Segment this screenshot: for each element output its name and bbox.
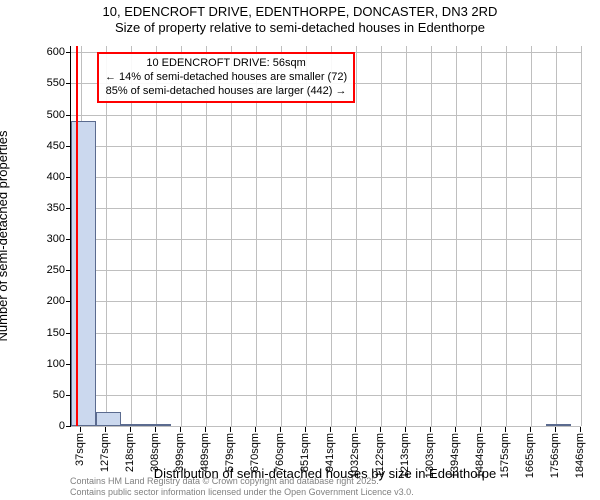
x-tick-mark (105, 427, 106, 432)
annotation-box: 10 EDENCROFT DRIVE: 56sqm ← 14% of semi-d… (97, 52, 355, 103)
gridline-horizontal (71, 239, 581, 240)
x-tick-label: 37sqm (74, 433, 86, 466)
x-tick-mark (230, 427, 231, 432)
y-tick-label: 350 (25, 202, 65, 214)
gridline-horizontal (71, 333, 581, 334)
gridline-horizontal (71, 270, 581, 271)
plot-area: 05010015020025030035040045050055060010 E… (70, 46, 581, 427)
reference-line (76, 46, 78, 426)
gridline-vertical (381, 46, 382, 426)
y-tick-label: 200 (25, 295, 65, 307)
gridline-horizontal (71, 115, 581, 116)
gridline-vertical (356, 46, 357, 426)
gridline-vertical (481, 46, 482, 426)
title-line-1: 10, EDENCROFT DRIVE, EDENTHORPE, DONCAST… (103, 4, 498, 19)
x-tick-mark (80, 427, 81, 432)
x-tick-mark (330, 427, 331, 432)
histogram-bar (71, 121, 96, 426)
x-tick-mark (205, 427, 206, 432)
x-tick-mark (355, 427, 356, 432)
y-tick-label: 250 (25, 264, 65, 276)
histogram-bar (121, 424, 146, 426)
x-tick-mark (580, 427, 581, 432)
x-tick-mark (480, 427, 481, 432)
title-line-2: Size of property relative to semi-detach… (115, 20, 485, 35)
x-tick-mark (430, 427, 431, 432)
y-tick-mark (66, 83, 71, 84)
gridline-horizontal (71, 395, 581, 396)
annot-line-3: 85% of semi-detached houses are larger (… (106, 85, 347, 97)
gridline-vertical (456, 46, 457, 426)
gridline-horizontal (71, 177, 581, 178)
y-tick-label: 550 (25, 77, 65, 89)
y-tick-label: 500 (25, 109, 65, 121)
x-tick-mark (255, 427, 256, 432)
y-tick-label: 0 (25, 420, 65, 432)
y-tick-label: 50 (25, 389, 65, 401)
histogram-bar (96, 412, 121, 426)
y-axis-title: Number of semi-detached properties (0, 131, 10, 342)
x-tick-mark (530, 427, 531, 432)
chart-container: 10, EDENCROFT DRIVE, EDENTHORPE, DONCAST… (0, 0, 600, 500)
x-tick-mark (405, 427, 406, 432)
annot-line-2: ← 14% of semi-detached houses are smalle… (105, 71, 347, 83)
x-tick-mark (555, 427, 556, 432)
footnote-line-1: Contains HM Land Registry data © Crown c… (70, 476, 379, 486)
gridline-vertical (506, 46, 507, 426)
footnote-line-2: Contains public sector information licen… (70, 487, 414, 497)
x-tick-mark (180, 427, 181, 432)
gridline-horizontal (71, 208, 581, 209)
y-tick-mark (66, 115, 71, 116)
x-tick-mark (380, 427, 381, 432)
x-tick-mark (505, 427, 506, 432)
y-tick-label: 100 (25, 358, 65, 370)
gridline-horizontal (71, 146, 581, 147)
gridline-vertical (406, 46, 407, 426)
gridline-horizontal (71, 301, 581, 302)
chart-title: 10, EDENCROFT DRIVE, EDENTHORPE, DONCAST… (0, 4, 600, 37)
gridline-vertical (581, 46, 582, 426)
gridline-vertical (556, 46, 557, 426)
y-tick-label: 150 (25, 327, 65, 339)
y-tick-label: 600 (25, 46, 65, 58)
histogram-bar (146, 424, 171, 426)
histogram-bar (546, 424, 571, 426)
footnote: Contains HM Land Registry data © Crown c… (70, 476, 414, 497)
x-tick-mark (305, 427, 306, 432)
x-tick-mark (155, 427, 156, 432)
gridline-vertical (431, 46, 432, 426)
x-tick-mark (280, 427, 281, 432)
y-tick-label: 400 (25, 171, 65, 183)
y-tick-mark (66, 52, 71, 53)
x-tick-mark (455, 427, 456, 432)
y-tick-label: 450 (25, 140, 65, 152)
y-tick-label: 300 (25, 233, 65, 245)
gridline-horizontal (71, 364, 581, 365)
gridline-vertical (531, 46, 532, 426)
annot-line-1: 10 EDENCROFT DRIVE: 56sqm (146, 57, 305, 69)
x-tick-mark (130, 427, 131, 432)
